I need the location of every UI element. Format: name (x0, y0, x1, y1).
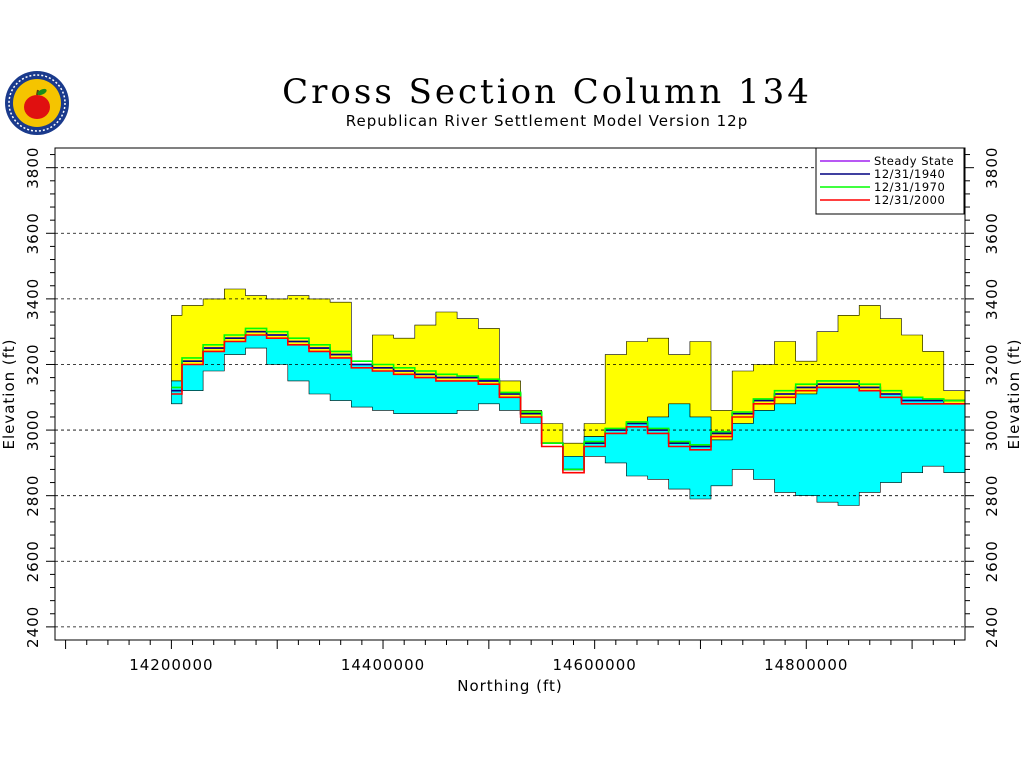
x-tick-label: 14600000 (552, 656, 636, 674)
y-tick-label-left: 2400 (24, 606, 42, 648)
y-tick-label-right: 2800 (983, 475, 1001, 517)
chart-title: Cross Section Column 134 (282, 72, 812, 112)
series-line (171, 327, 965, 471)
grid-lines (55, 167, 965, 628)
x-tick-label: 14400000 (341, 656, 425, 674)
seal-white-ring (8, 74, 66, 132)
apple-leaf (37, 88, 47, 96)
apple-stem (36, 89, 39, 96)
y-tick-label-right: 2400 (983, 606, 1001, 648)
x-tick-label: 14800000 (764, 656, 848, 674)
y-tick-label-left: 2600 (24, 540, 42, 582)
y-tick-label-right: 3200 (983, 343, 1001, 385)
y-axis-label-left: Elevation (ft) (0, 338, 18, 449)
legend-label: 12/31/2000 (874, 193, 945, 207)
apple-shape (24, 95, 50, 119)
legend-box (815, 147, 965, 215)
y-tick-label-right: 3400 (983, 278, 1001, 320)
y-tick-label-left: 3000 (24, 409, 42, 451)
axes: 14200000 14400000 14600000 14800000 2400 2400… (24, 147, 1001, 674)
y-axis-label-right: Elevation (ft) (1005, 338, 1023, 449)
y-tick-label-right: 3800 (983, 147, 1001, 189)
chart-subtitle: Republican River Settlement Model Versio… (345, 112, 749, 130)
y-tick-label-left: 3600 (24, 212, 42, 254)
legend-label: 12/31/1940 (874, 167, 945, 181)
y-tick-label-right: 2600 (983, 540, 1001, 582)
y-tick-label-left: 3400 (24, 278, 42, 320)
y-tick-label-right: 3600 (983, 212, 1001, 254)
y-tick-label-left: 3800 (24, 147, 42, 189)
y-tick-label-right: 3000 (983, 409, 1001, 451)
legend-label: 12/31/1970 (874, 180, 945, 194)
series-line (171, 334, 965, 474)
x-axis-label: Northing (ft) (457, 677, 563, 695)
legend-label: Steady State (874, 154, 954, 168)
legend: Steady State12/31/194012/31/197012/31/20… (815, 147, 965, 215)
x-tick-label: 14200000 (129, 656, 213, 674)
series-lines (171, 327, 965, 474)
apple-seal-icon (4, 70, 70, 136)
y-tick-label-left: 3200 (24, 343, 42, 385)
y-tick-label-left: 2800 (24, 475, 42, 517)
